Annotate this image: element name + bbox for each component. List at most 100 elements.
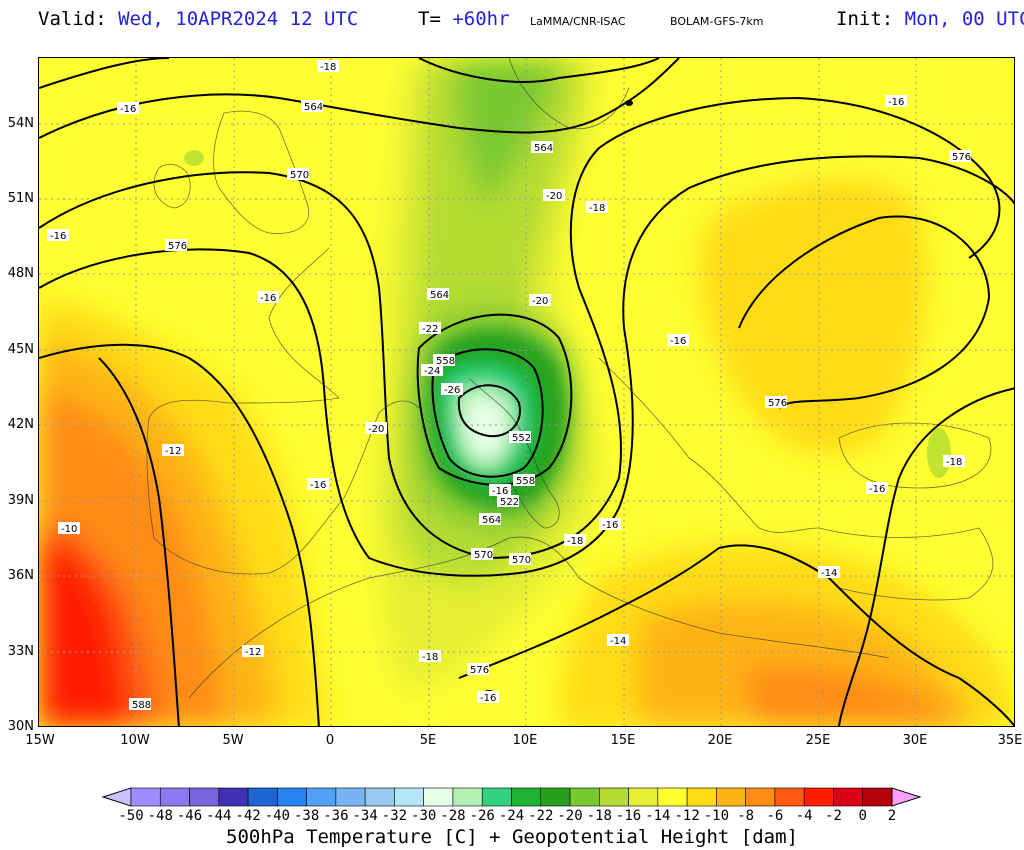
model-label: BOLAM-GFS-7km <box>670 15 764 28</box>
colorbar-tick-label: -18 <box>586 808 612 824</box>
colorbar-swatch <box>364 787 395 807</box>
colorbar-swatch <box>599 787 629 807</box>
temp-label: -14 <box>610 636 626 647</box>
colorbar-swatch <box>247 787 278 807</box>
height-label: 576 <box>470 665 489 676</box>
colorbar-swatch <box>423 787 454 807</box>
colorbar-tick-label: 0 <box>858 808 867 824</box>
height-label: 564 <box>304 102 323 113</box>
colorbar-swatch <box>833 787 864 807</box>
temp-label: -14 <box>821 568 837 579</box>
height-label: 576 <box>952 152 971 163</box>
colorbar-tick-label: -14 <box>645 808 671 824</box>
colorbar-swatch <box>745 787 776 807</box>
init-label: Init: <box>836 8 894 30</box>
colorbar-tick-label: -2 <box>825 808 842 824</box>
colorbar-swatch <box>130 787 161 807</box>
colorbar-underflow <box>101 787 132 807</box>
height-label: 564 <box>482 515 501 526</box>
height-contours <box>39 58 1014 726</box>
colorbar-tick-label: -38 <box>293 808 320 824</box>
temp-label: -10 <box>61 524 77 535</box>
height-label: 576 <box>768 398 787 409</box>
temp-label: -20 <box>546 191 562 202</box>
lat-tick: 42N <box>7 417 34 432</box>
colorbar-swatch <box>569 787 600 807</box>
colorbar-swatch <box>716 787 746 807</box>
graticule <box>39 58 1014 726</box>
valid-label: Valid: <box>38 8 107 30</box>
temp-label: -16 <box>492 486 508 497</box>
colorbar-tick-label: -16 <box>615 808 642 824</box>
temp-label: -22 <box>422 324 438 335</box>
colorbar-swatch <box>628 787 659 807</box>
temperature-labels: -18 -16 -16 -16 -20 -18 -20 -22 -24 -26 … <box>47 60 965 704</box>
colorbar-swatch <box>481 787 512 807</box>
lat-tick: 48N <box>7 266 34 281</box>
colorbar-swatch <box>159 787 190 807</box>
colorbar-swatch <box>862 787 893 807</box>
temp-label: -16 <box>602 520 618 531</box>
credit-label: LaMMA/CNR-ISAC <box>530 15 626 28</box>
temp-label: -18 <box>320 62 336 73</box>
colorbar-swatch <box>803 787 834 807</box>
lat-tick: 30N <box>7 719 34 734</box>
colorbar-tick-label: -8 <box>737 808 755 824</box>
colorbar-swatch <box>511 787 542 807</box>
t-value: +60hr <box>452 8 510 30</box>
colorbar-tick-label: -44 <box>206 808 232 824</box>
lat-tick: 54N <box>7 116 34 131</box>
lon-tick: 0 <box>325 733 335 748</box>
lat-tick: 39N <box>7 493 34 508</box>
colorbar-tick-label: 2 <box>887 808 897 824</box>
height-label: 576 <box>168 241 187 252</box>
height-label: 570 <box>290 170 309 181</box>
valid-value: Wed, 10APR2024 12 UTC <box>118 8 359 30</box>
lon-tick: 10W <box>120 733 150 748</box>
temp-label: -18 <box>946 457 962 468</box>
colorbar-tick-label: -10 <box>703 808 730 824</box>
temp-label: -12 <box>165 446 181 457</box>
colorbar-swatch <box>657 787 688 807</box>
colorbar-tick-label: -4 <box>795 808 813 824</box>
temp-label: -16 <box>310 480 326 491</box>
colorbar-overflow <box>891 787 922 807</box>
temp-label: -16 <box>888 97 904 108</box>
colorbar-tick-label: -32 <box>381 808 408 824</box>
colorbar-tick-label: -40 <box>264 808 290 824</box>
colorbar-swatch <box>686 787 717 807</box>
lat-tick: 36N <box>7 568 34 583</box>
colorbar <box>101 787 922 807</box>
lon-tick: 20E <box>707 733 733 748</box>
temp-label: -18 <box>567 536 583 547</box>
colorbar-tick-label: -34 <box>352 808 378 824</box>
weather-map: 564 570 576 564 558 552 558 564 570 576 … <box>38 57 1015 727</box>
colorbar-tick-label: -22 <box>528 808 554 824</box>
lon-tick: 5E <box>419 733 437 748</box>
lon-tick: 10E <box>512 733 538 748</box>
colorbar-tick-label: -36 <box>323 808 349 824</box>
colorbar-tick-label: -28 <box>440 808 466 824</box>
temp-label: -24 <box>424 366 440 377</box>
valid-time: Valid: Wed, 10APR2024 12 UTC <box>38 8 358 30</box>
t-label: T= <box>418 8 441 30</box>
colorbar-swatch <box>774 787 805 807</box>
lon-tick: 25E <box>805 733 831 748</box>
map-canvas: 564 570 576 564 558 552 558 564 570 576 … <box>39 58 1014 726</box>
colorbar-swatch <box>335 787 366 807</box>
colorbar-tick-label: -26 <box>469 808 495 824</box>
height-contour-labels: 564 570 576 564 558 552 558 564 570 576 … <box>129 100 971 711</box>
temp-label: -16 <box>480 693 496 704</box>
lon-tick: 30E <box>902 733 928 748</box>
colorbar-swatch <box>218 787 249 807</box>
temp-label: -20 <box>368 424 384 435</box>
lat-tick: 45N <box>7 342 34 357</box>
colorbar-swatch <box>189 787 220 807</box>
height-label: 588 <box>132 700 151 711</box>
height-label: 564 <box>534 143 553 154</box>
colorbar-tick-label: -30 <box>411 808 437 824</box>
colorbar-tick-label: -24 <box>498 808 525 824</box>
colorbar-swatch <box>277 787 307 807</box>
height-label: 558 <box>436 356 455 367</box>
height-label: 570 <box>474 550 493 561</box>
